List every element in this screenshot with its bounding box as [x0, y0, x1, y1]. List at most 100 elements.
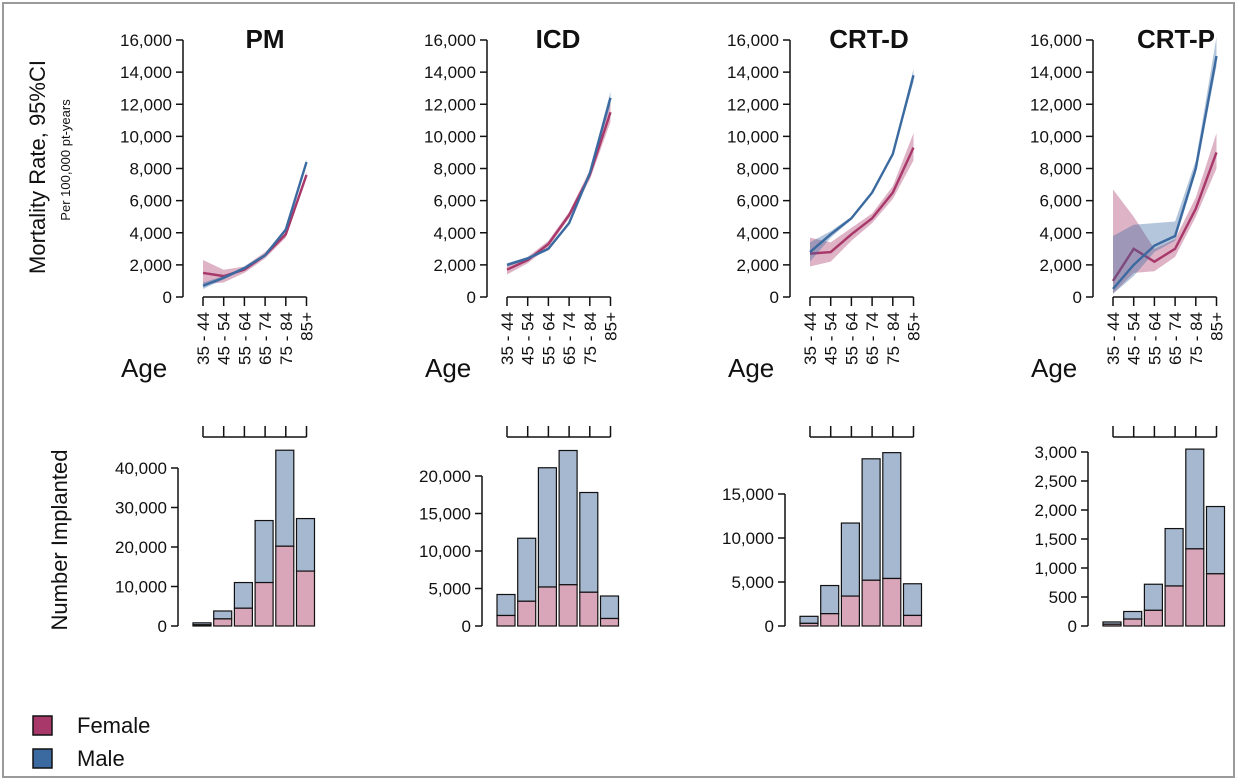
series-line-male [1112, 55, 1218, 290]
bar-male [213, 610, 233, 620]
mortality-y-tick-label: 16,000 [727, 31, 779, 50]
mortality-y-tick-label: 8,000 [1039, 160, 1082, 179]
bar-female [213, 618, 233, 627]
implanted-y-tick-label: 3,000 [1034, 443, 1077, 462]
age-tick-label: 35 - 44 [801, 312, 820, 365]
implanted-y-tick-label: 30,000 [115, 499, 167, 518]
legend: Female Male [32, 713, 150, 771]
implanted-y-tick-label: 10,000 [419, 542, 471, 561]
implanted-panel-crt-d: 0 5,000 10,000 15,000 [722, 452, 923, 636]
bar-female [902, 614, 923, 627]
age-tick-label: 45 - 54 [1125, 312, 1144, 365]
mortality-y-tick-label: 4,000 [433, 224, 476, 243]
implanted-y-tick-label: 15,000 [419, 505, 471, 524]
bar-male [496, 593, 516, 617]
bar-female [861, 579, 881, 627]
ci-band-female [203, 171, 307, 285]
legend-male-label: Male [77, 746, 125, 771]
age-tick-label: 75 - 84 [884, 312, 903, 365]
bar-female [233, 607, 253, 627]
series-line-female [1111, 152, 1218, 282]
mortality-y-tick-label: 0 [1073, 288, 1082, 307]
implanted-panel-icd: 0 5,000 10,000 15,000 20,000 [419, 449, 620, 636]
age-tick-label: 45 - 54 [519, 312, 538, 365]
mortality-panel-pm: PM 0 2,000 4,000 6,000 8,000 10,000 12,000 14,00… [120, 24, 317, 438]
age-tick-label: 65 - 74 [560, 312, 579, 365]
bar-female [1102, 623, 1122, 627]
implanted-y-tick-label: 20,000 [115, 538, 167, 557]
mortality-y-tick-label: 2,000 [129, 256, 172, 275]
bar-female [558, 584, 578, 627]
bar-female [1123, 618, 1143, 627]
panel-title: PM [246, 24, 285, 54]
bar-male [537, 467, 558, 588]
implanted-y-tick-label: 15,000 [722, 485, 774, 504]
mortality-y-tick-label: 0 [770, 288, 779, 307]
series-line-female [506, 111, 612, 271]
bar-male [1164, 527, 1184, 587]
ci-band-female [507, 102, 611, 275]
mortality-y-tick-label: 16,000 [120, 31, 172, 50]
panel-title: CRT-D [829, 24, 908, 54]
mortality-y-tick-label: 2,000 [1039, 256, 1082, 275]
bar-male [1143, 583, 1164, 611]
mortality-y-tick-label: 8,000 [736, 160, 779, 179]
age-label: Age [425, 353, 471, 383]
ci-band-male [1113, 36, 1217, 294]
bar-female [192, 624, 212, 627]
implanted-y-tick-label: 0 [1068, 617, 1077, 636]
bar-female [599, 617, 620, 627]
mortality-y-tick-label: 4,000 [1039, 224, 1082, 243]
mortality-panel-crt-p: CRT-P 0 2,000 4,000 6,000 8,000 10,000 12,000 14… [1030, 24, 1227, 438]
bar-male [275, 449, 295, 547]
mortality-y-tick-label: 10,000 [424, 127, 476, 146]
age-tick-label: 65 - 74 [863, 312, 882, 365]
age-tick-label: 85+ [1208, 312, 1227, 341]
bar-female [496, 614, 516, 627]
bar-male [1205, 505, 1226, 575]
bar-male [254, 519, 274, 584]
implanted-y-tick-label: 1,500 [1034, 530, 1077, 549]
series-line-male [202, 161, 308, 287]
implanted-y-tick-label: 10,000 [115, 578, 167, 597]
mortality-y-tick-label: 16,000 [424, 31, 476, 50]
bar-male [579, 491, 599, 593]
bar-female [840, 595, 861, 627]
mortality-y-tick-label: 6,000 [736, 192, 779, 211]
bar-male [882, 452, 902, 580]
age-tick-label: 65 - 74 [1166, 312, 1185, 365]
mortality-y-tick-label: 12,000 [120, 95, 172, 114]
age-tick-label: 55 - 64 [539, 312, 558, 365]
mortality-y-tick-label: 0 [467, 288, 476, 307]
mortality-y-tick-label: 4,000 [736, 224, 779, 243]
ci-band-female [1113, 133, 1217, 294]
bar-male [799, 615, 819, 624]
age-tick-label: 55 - 64 [842, 312, 861, 365]
implanted-y-tick-label: 5,000 [731, 573, 774, 592]
mortality-y-tick-label: 2,000 [433, 256, 476, 275]
bar-male [517, 537, 537, 602]
mortality-y-tick-label: 0 [163, 288, 172, 307]
age-label: Age [1031, 353, 1077, 383]
implanted-y-tick-label: 2,500 [1034, 472, 1077, 491]
mortality-y-tick-label: 14,000 [120, 63, 172, 82]
mortality-panel-icd: ICD 0 2,000 4,000 6,000 8,000 10,000 12,000 14,0… [424, 24, 621, 438]
bar-male [861, 458, 881, 581]
mortality-y-tick-label: 8,000 [129, 160, 172, 179]
implanted-y-tick-label: 0 [765, 617, 774, 636]
bar-female [820, 613, 840, 627]
bar-male [599, 595, 620, 620]
implanted-y-label: Number Implanted [47, 450, 72, 631]
mortality-y-tick-label: 12,000 [1030, 95, 1082, 114]
implanted-y-tick-label: 40,000 [115, 459, 167, 478]
implanted-panel-pm: 0 10,000 20,000 30,000 40,000 [115, 449, 316, 636]
bar-female [1164, 585, 1184, 627]
legend-female-swatch [32, 715, 53, 736]
implanted-panel-crt-p: 0 500 1,000 1,500 2,000 2,500 3,000 [1034, 443, 1226, 636]
bar-female [295, 570, 316, 627]
implanted-y-tick-label: 0 [462, 617, 471, 636]
bar-female [882, 577, 902, 627]
age-tick-label: 35 - 44 [498, 312, 517, 365]
implanted-y-tick-label: 5,000 [428, 580, 471, 599]
bar-male [233, 581, 253, 609]
